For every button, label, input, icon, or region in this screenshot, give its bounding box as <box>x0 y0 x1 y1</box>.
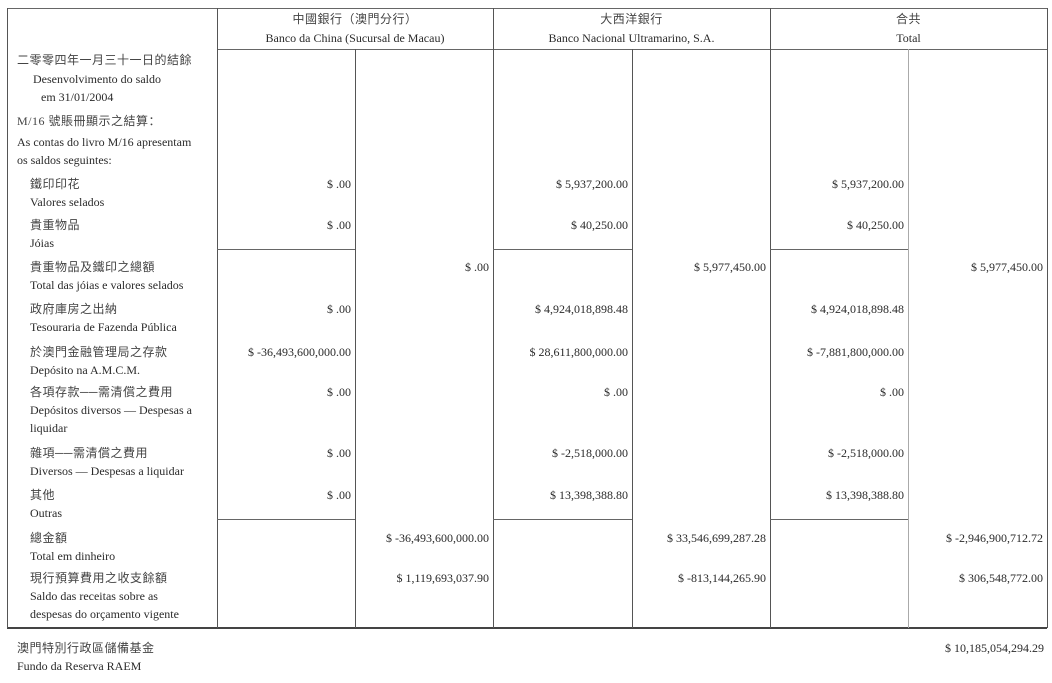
amount-cell: $ -2,518,000.00 <box>552 446 628 460</box>
amount-cell: $ 40,250.00 <box>847 218 904 232</box>
amount-cell: $ 13,398,388.80 <box>826 488 904 502</box>
row-label-pt: Depósito na A.M.C.M. <box>30 363 141 377</box>
amount-cell: $ -36,493,600,000.00 <box>386 531 489 545</box>
row-label-pt: Total em dinheiro <box>30 549 116 563</box>
subcol-divider <box>632 49 633 628</box>
row-label-zh: 總金額 <box>30 531 68 545</box>
column-header-zh: 中國銀行（澳門分行） <box>292 12 418 26</box>
column-header-zh: 大西洋銀行 <box>600 12 663 26</box>
intro-pt: Desenvolvimento do saldo <box>33 72 161 86</box>
row-label-zh: 現行預算費用之收支餘額 <box>30 571 168 585</box>
row-label-pt: Saldo das receitas sobre as <box>30 589 158 603</box>
row-label-pt: despesas do orçamento vigente <box>30 607 179 621</box>
amount-cell: $ .00 <box>327 177 351 191</box>
amount-cell: $ 5,937,200.00 <box>832 177 904 191</box>
row-label-pt: Total das jóias e valores selados <box>30 278 184 292</box>
col-divider <box>770 8 771 628</box>
subtotal-line <box>493 249 632 250</box>
row-label-pt: Valores selados <box>30 195 105 209</box>
amount-cell: $ .00 <box>604 385 628 399</box>
column-header-bnu: 大西洋銀行 Banco Nacional Ultramarino, S.A. <box>493 10 770 48</box>
amount-cell: $ 33,546,699,287.28 <box>667 531 766 545</box>
amount-cell: $ .00 <box>327 446 351 460</box>
row-label-zh: 於澳門金融管理局之存款 <box>30 345 168 359</box>
amount-cell: $ 5,977,450.00 <box>971 260 1043 274</box>
amount-cell: $ 306,548,772.00 <box>959 571 1043 585</box>
column-header-zh: 合共 <box>895 12 921 26</box>
table-left-border <box>7 8 8 628</box>
amount-cell: $ 4,924,018,898.48 <box>535 302 628 316</box>
subcol-divider <box>908 49 909 628</box>
amount-cell: $ 4,924,018,898.48 <box>811 302 904 316</box>
amount-cell: $ -2,946,900,712.72 <box>946 531 1043 545</box>
reserve-fund-pt: Fundo da Reserva RAEM <box>17 659 142 673</box>
table-right-border <box>1047 8 1048 628</box>
amount-cell: $ .00 <box>327 218 351 232</box>
subtotal-line <box>770 519 908 520</box>
column-header-pt: Banco Nacional Ultramarino, S.A. <box>548 31 715 45</box>
amount-cell: $ 1,119,693,037.90 <box>396 571 489 585</box>
col-divider <box>493 8 494 628</box>
row-label-pt: Outras <box>30 506 62 520</box>
m16-pt: os saldos seguintes: <box>17 153 112 167</box>
table-bottom-border <box>7 627 1047 629</box>
column-header-bdc: 中國銀行（澳門分行） Banco da China (Sucursal de M… <box>217 10 493 48</box>
amount-cell: $ .00 <box>327 302 351 316</box>
subcol-divider <box>355 49 356 628</box>
row-label-zh: 雜項──需清償之費用 <box>30 446 149 460</box>
amount-cell: $ 28,611,800,000.00 <box>529 345 628 359</box>
amount-cell: $ 5,977,450.00 <box>694 260 766 274</box>
row-label-zh: 鐵印印花 <box>30 177 81 191</box>
intro-date: em 31/01/2004 <box>41 90 114 104</box>
row-label-zh: 政府庫房之出納 <box>30 302 118 316</box>
subtotal-line <box>493 519 632 520</box>
row-label-pt: liquidar <box>30 421 68 435</box>
amount-cell: $ .00 <box>327 385 351 399</box>
amount-cell: $ -813,144,265.90 <box>678 571 766 585</box>
row-label-zh: 其他 <box>30 488 56 502</box>
row-label-zh: 各項存款──需清償之費用 <box>30 385 174 399</box>
m16-pt: As contas do livro M/16 apresentam <box>17 135 192 149</box>
subtotal-line <box>217 249 355 250</box>
row-label-pt: Diversos — Despesas a liquidar <box>30 464 184 478</box>
row-label-pt: Depósitos diversos — Despesas a <box>30 403 192 417</box>
row-label-zh: 貴重物品 <box>30 218 81 232</box>
amount-cell: $ -36,493,600,000.00 <box>248 345 351 359</box>
subtotal-line <box>217 519 355 520</box>
m16-zh: M/16 號賬冊顯示之結算： <box>17 114 162 128</box>
reserve-fund-zh: 澳門特別行政區儲備基金 <box>17 641 155 655</box>
intro-zh: 二零零四年一月三十一日的結餘 <box>17 53 193 67</box>
column-header-pt: Total <box>896 31 921 45</box>
amount-cell: $ -2,518,000.00 <box>828 446 904 460</box>
table-top-border <box>7 8 1047 9</box>
amount-cell: $ .00 <box>880 385 904 399</box>
amount-cell: $ 40,250.00 <box>571 218 628 232</box>
column-header-total: 合共 Total <box>770 10 1047 48</box>
row-label-zh: 貴重物品及鐵印之總額 <box>30 260 156 274</box>
amount-cell: $ 13,398,388.80 <box>550 488 628 502</box>
row-label-pt: Jóias <box>30 236 54 250</box>
amount-cell: $ -7,881,800,000.00 <box>807 345 904 359</box>
reserve-fund-value: $ 10,185,054,294.29 <box>945 641 1044 655</box>
subtotal-line <box>770 249 908 250</box>
col-divider <box>217 8 218 628</box>
row-label-pt: Tesouraria de Fazenda Pública <box>30 320 177 334</box>
amount-cell: $ .00 <box>465 260 489 274</box>
column-header-pt: Banco da China (Sucursal de Macau) <box>265 31 445 45</box>
amount-cell: $ 5,937,200.00 <box>556 177 628 191</box>
amount-cell: $ .00 <box>327 488 351 502</box>
